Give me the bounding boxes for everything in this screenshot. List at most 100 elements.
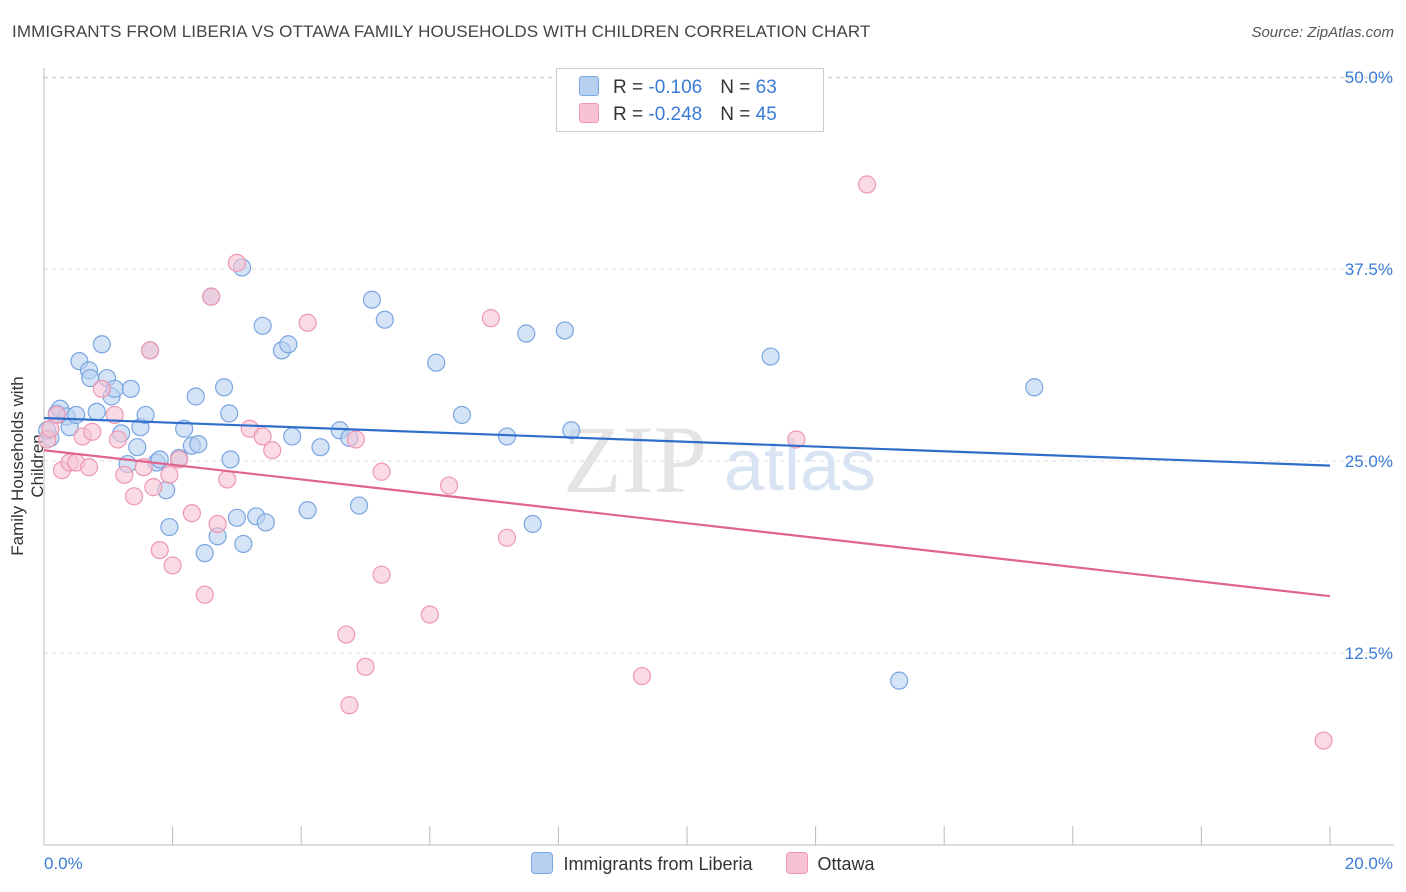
ottawa-point bbox=[340, 696, 359, 715]
liberia-legend-swatch bbox=[531, 852, 554, 874]
ottawa-point bbox=[346, 430, 365, 449]
liberia-point bbox=[150, 450, 169, 469]
axes bbox=[43, 68, 1394, 846]
ottawa-point bbox=[124, 487, 144, 506]
ottawa-swatch bbox=[579, 103, 599, 123]
ottawa-point bbox=[218, 470, 237, 489]
liberia-point bbox=[227, 508, 246, 527]
ottawa-point bbox=[92, 379, 111, 398]
ottawa-point bbox=[195, 585, 214, 604]
liberia-point bbox=[452, 405, 472, 425]
ottawa-point bbox=[337, 625, 356, 644]
stats-legend: R = -0.106 N = 63 R = -0.248 N = 45 bbox=[556, 68, 824, 132]
liberia-point bbox=[87, 402, 106, 421]
legend-label-ottawa: Ottawa bbox=[817, 854, 875, 874]
liberia-point bbox=[160, 517, 179, 537]
liberia-point bbox=[298, 501, 317, 520]
liberia-point bbox=[349, 496, 369, 515]
liberia-point bbox=[562, 421, 581, 440]
ottawa-point bbox=[439, 476, 459, 495]
liberia-point bbox=[517, 324, 536, 343]
trend-lines bbox=[43, 416, 1331, 598]
x-tick-label: 20.0% bbox=[1345, 854, 1393, 873]
ottawa-legend-swatch bbox=[785, 852, 808, 874]
ottawa-point bbox=[108, 430, 128, 449]
r-value: -0.106 bbox=[648, 77, 703, 98]
liberia-point bbox=[256, 513, 275, 532]
y-tick-label: 37.5% bbox=[1345, 260, 1393, 279]
legend-label-liberia: Immigrants from Liberia bbox=[563, 854, 753, 874]
r-value: -0.248 bbox=[648, 104, 703, 125]
liberia-point bbox=[121, 379, 140, 398]
series-legend: Immigrants from Liberia Ottawa bbox=[0, 852, 1406, 875]
ottawa-point bbox=[632, 666, 652, 686]
stats-row-ottawa: R = -0.248 N = 45 bbox=[579, 103, 777, 125]
ottawa-point bbox=[163, 556, 182, 575]
liberia-point bbox=[1025, 378, 1044, 397]
liberia-point bbox=[234, 534, 253, 554]
ottawa-point bbox=[140, 341, 160, 360]
ottawa-point bbox=[208, 514, 227, 534]
liberia-point bbox=[175, 419, 194, 438]
n-label: N = bbox=[720, 104, 756, 125]
liberia-trend-line bbox=[43, 416, 1331, 467]
ottawa-point bbox=[83, 422, 102, 441]
liberia-point bbox=[67, 405, 86, 425]
liberia-point bbox=[761, 347, 780, 366]
liberia-point bbox=[195, 544, 214, 563]
watermark-zip: ZIP bbox=[563, 406, 707, 513]
r-label: R = bbox=[613, 104, 649, 125]
ottawa-point bbox=[160, 465, 179, 484]
liberia-point bbox=[92, 335, 111, 354]
ottawa-point bbox=[1314, 731, 1333, 750]
data-points bbox=[38, 175, 1333, 750]
liberia-point bbox=[128, 438, 147, 457]
ottawa-point bbox=[105, 405, 124, 425]
liberia-point bbox=[221, 450, 240, 469]
y-tick-label: 50.0% bbox=[1345, 68, 1393, 87]
ottawa-point bbox=[481, 309, 500, 328]
gridlines bbox=[44, 76, 1394, 654]
liberia-point bbox=[375, 310, 394, 329]
chart-title: IMMIGRANTS FROM LIBERIA VS OTTAWA FAMILY… bbox=[12, 22, 871, 41]
ottawa-point bbox=[150, 540, 169, 560]
liberia-point bbox=[220, 404, 239, 423]
ottawa-trend-line bbox=[43, 449, 1331, 598]
ottawa-point bbox=[356, 657, 375, 676]
liberia-point bbox=[311, 438, 330, 457]
liberia-point bbox=[283, 427, 302, 446]
liberia-point bbox=[253, 316, 272, 335]
ottawa-point bbox=[372, 565, 391, 584]
ottawa-point bbox=[420, 605, 439, 624]
ottawa-point bbox=[115, 465, 134, 484]
x-tick-label: 0.0% bbox=[44, 854, 83, 873]
ottawa-point bbox=[79, 458, 99, 477]
ottawa-point bbox=[372, 462, 391, 481]
y-tick-label: 25.0% bbox=[1345, 452, 1393, 471]
liberia-point bbox=[279, 335, 298, 354]
tick-labels: 12.5% 25.0% 37.5% 50.0% 0.0% 20.0% bbox=[44, 68, 1393, 873]
ottawa-point bbox=[497, 528, 517, 547]
r-label: R = bbox=[613, 77, 649, 98]
liberia-point bbox=[136, 405, 155, 425]
source-label: Source: ZipAtlas.com bbox=[1251, 24, 1394, 41]
ottawa-point bbox=[263, 441, 282, 460]
ottawa-point bbox=[47, 405, 66, 425]
stats-row-liberia: R = -0.106 N = 63 bbox=[579, 76, 777, 98]
liberia-point bbox=[214, 378, 234, 397]
ottawa-point bbox=[169, 450, 189, 469]
ottawa-point bbox=[227, 253, 246, 272]
n-value: 63 bbox=[755, 77, 777, 98]
liberia-point bbox=[362, 290, 382, 309]
legend-item-liberia: Immigrants from Liberia bbox=[531, 852, 753, 875]
ottawa-point bbox=[298, 313, 317, 332]
liberia-point bbox=[555, 321, 574, 340]
liberia-point bbox=[523, 514, 542, 534]
legend-item-ottawa: Ottawa bbox=[785, 852, 875, 875]
ottawa-point bbox=[144, 478, 163, 497]
n-value: 45 bbox=[755, 104, 777, 125]
n-label: N = bbox=[720, 77, 756, 98]
ottawa-point bbox=[202, 287, 221, 306]
liberia-point bbox=[186, 387, 205, 406]
